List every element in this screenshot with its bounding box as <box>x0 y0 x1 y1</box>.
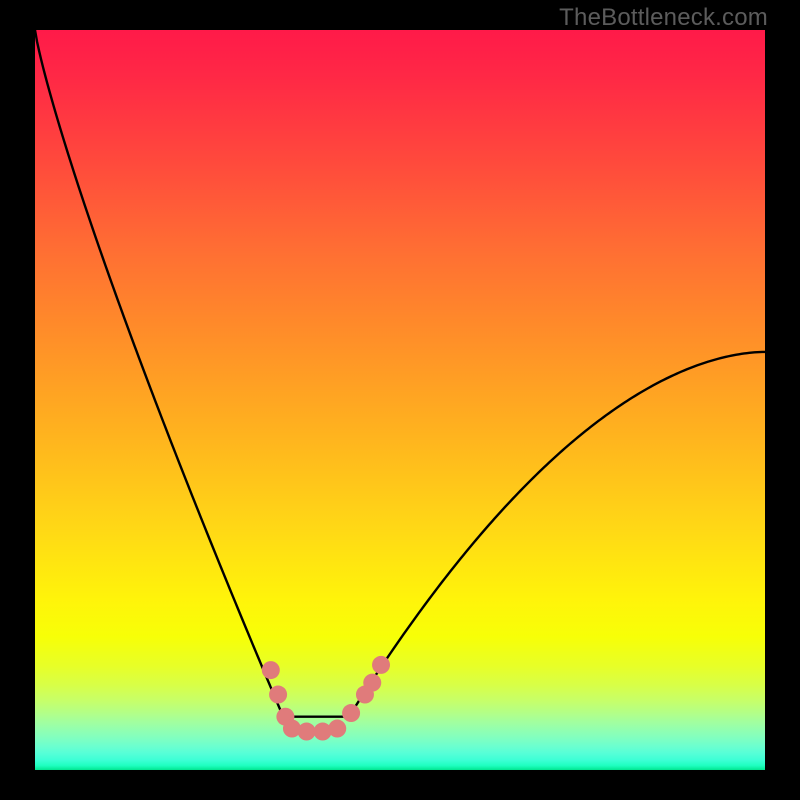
stage: TheBottleneck.com <box>0 0 800 800</box>
data-point <box>262 661 280 679</box>
data-point <box>328 720 346 738</box>
data-point <box>298 723 316 741</box>
data-point <box>363 674 381 692</box>
watermark-text: TheBottleneck.com <box>559 4 768 32</box>
bottleneck-curve <box>35 30 765 717</box>
data-point <box>372 656 390 674</box>
data-point <box>269 686 287 704</box>
plot-area <box>35 30 765 770</box>
curve-layer <box>35 30 765 770</box>
data-point <box>342 704 360 722</box>
